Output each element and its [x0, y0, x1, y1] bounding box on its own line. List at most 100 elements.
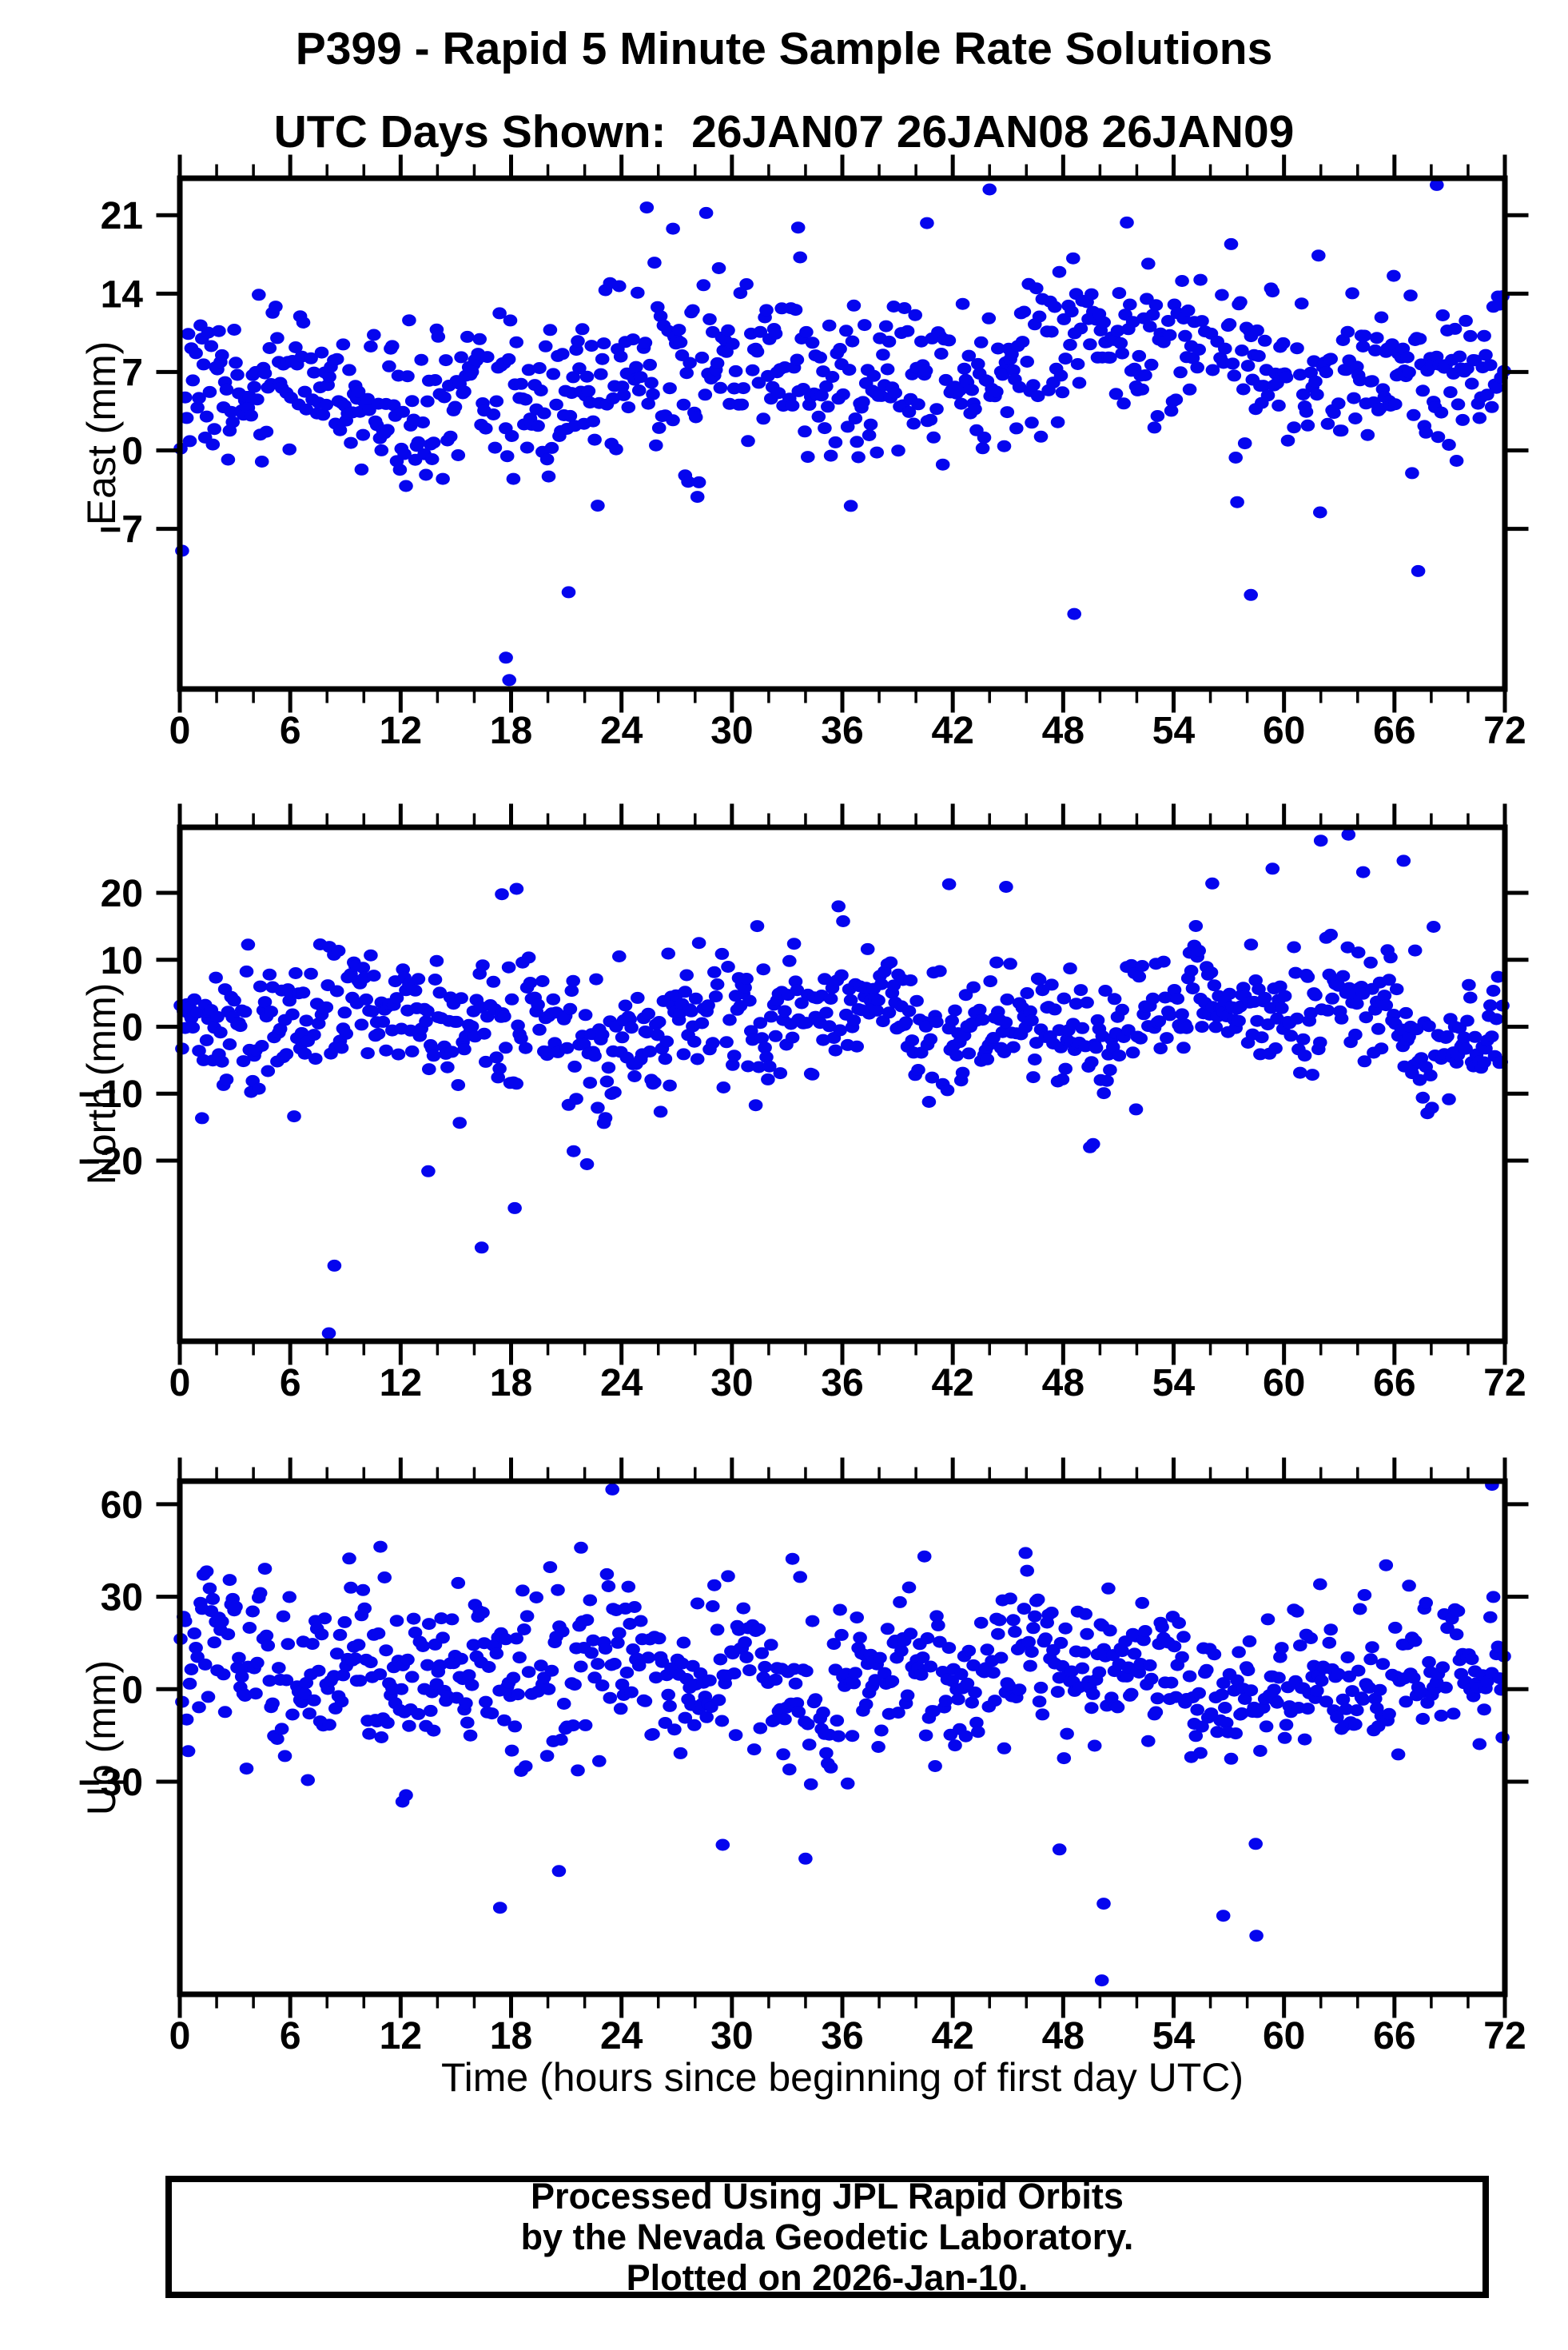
data-point	[334, 1042, 349, 1054]
data-point	[623, 1618, 637, 1630]
data-point	[1058, 352, 1073, 365]
data-point	[708, 990, 723, 1003]
data-point	[395, 1795, 410, 1808]
data-point	[1486, 1591, 1501, 1603]
x-tick-label: 66	[1373, 2015, 1415, 2057]
data-point	[432, 986, 448, 999]
data-point	[1443, 386, 1458, 399]
data-point	[726, 1667, 742, 1680]
data-point	[307, 1029, 321, 1042]
data-point	[224, 405, 239, 418]
data-point	[213, 1026, 228, 1039]
data-point	[1224, 237, 1239, 250]
data-point	[408, 1627, 423, 1639]
data-point	[1483, 359, 1498, 372]
data-point	[653, 1105, 668, 1118]
data-point	[1141, 1735, 1156, 1747]
data-point	[342, 1552, 356, 1565]
data-point	[1272, 1671, 1286, 1684]
data-point	[1483, 999, 1498, 1012]
data-point	[1000, 406, 1015, 419]
data-point	[1363, 1653, 1378, 1666]
data-point	[1038, 1632, 1053, 1645]
data-point	[1017, 1603, 1032, 1615]
data-point	[262, 968, 277, 981]
data-point	[621, 401, 636, 414]
data-point	[728, 364, 743, 377]
data-point	[297, 1047, 312, 1060]
data-point	[833, 343, 847, 355]
x-tick-label: 12	[380, 710, 422, 752]
data-point	[254, 456, 269, 468]
data-point	[928, 1760, 942, 1772]
data-point	[394, 1683, 409, 1695]
data-point	[816, 1707, 830, 1719]
x-tick-label: 54	[1152, 1362, 1196, 1404]
data-point	[202, 1582, 217, 1595]
data-point	[449, 1015, 464, 1028]
data-point	[851, 451, 866, 464]
x-tick-label: 30	[710, 2015, 753, 2057]
data-point	[846, 299, 862, 312]
data-point	[981, 312, 997, 325]
data-point	[1442, 1093, 1456, 1105]
data-point	[499, 1633, 513, 1646]
data-point	[1057, 992, 1072, 1005]
data-point	[1280, 434, 1295, 447]
data-point	[1215, 289, 1229, 301]
data-point	[192, 1045, 206, 1058]
data-point	[690, 491, 705, 504]
data-point	[212, 325, 226, 337]
data-point	[1232, 1646, 1246, 1659]
data-point	[336, 338, 351, 351]
data-point	[753, 1722, 768, 1735]
data-point	[1270, 1696, 1284, 1709]
data-point	[1228, 1727, 1243, 1740]
data-point	[828, 1044, 843, 1057]
data-point	[199, 1034, 214, 1046]
data-point	[1123, 298, 1137, 311]
data-point	[1311, 249, 1326, 262]
data-point	[1314, 1675, 1329, 1687]
data-point	[1275, 337, 1291, 349]
data-point	[1449, 455, 1464, 467]
data-point	[823, 449, 838, 462]
data-point	[509, 1632, 523, 1645]
data-point	[793, 1571, 807, 1583]
data-point	[754, 1032, 770, 1045]
data-point	[371, 1028, 386, 1040]
data-point	[742, 994, 757, 1007]
data-point	[679, 969, 694, 982]
data-point	[1190, 361, 1204, 374]
data-point	[663, 1079, 677, 1092]
data-point	[583, 1077, 598, 1089]
data-point	[975, 442, 990, 455]
data-point	[351, 385, 366, 398]
data-point	[1345, 287, 1359, 300]
data-point	[507, 1201, 522, 1214]
data-point	[1006, 364, 1021, 376]
data-point	[578, 1719, 593, 1731]
data-point	[961, 1644, 977, 1657]
data-point	[1026, 1622, 1041, 1635]
data-point	[880, 1623, 895, 1635]
data-point	[1253, 1745, 1268, 1757]
y-tick-label: 21	[101, 195, 143, 237]
data-point	[242, 1622, 257, 1634]
data-point	[459, 1697, 473, 1710]
data-point	[1052, 1843, 1067, 1856]
y-tick-label: −30	[78, 1762, 143, 1804]
data-point	[419, 1015, 433, 1028]
data-point	[687, 1719, 702, 1731]
data-point	[367, 970, 381, 982]
data-point	[201, 1691, 216, 1703]
data-point	[1288, 966, 1303, 979]
data-point	[1160, 1032, 1174, 1045]
data-point	[973, 336, 989, 349]
data-point	[1340, 1651, 1355, 1663]
data-point	[1018, 1547, 1033, 1559]
data-point	[1323, 352, 1338, 365]
data-point	[801, 451, 815, 464]
data-point	[715, 1838, 730, 1851]
data-point	[1096, 1087, 1111, 1100]
